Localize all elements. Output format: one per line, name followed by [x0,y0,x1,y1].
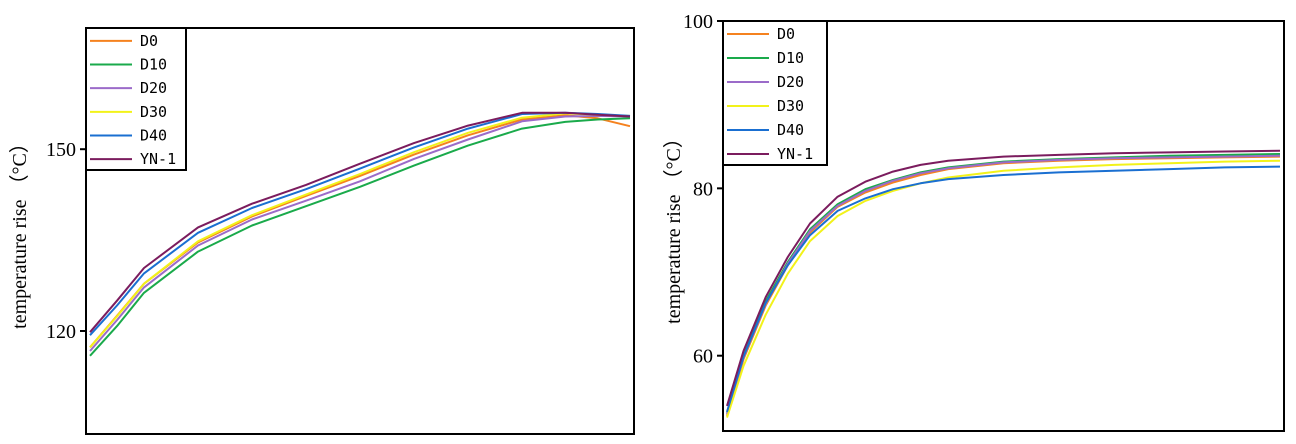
y-tick-label: 150 [46,139,76,161]
legend-label-yn-1: YN-1 [140,150,176,168]
series-line-d40 [726,165,1281,413]
legend-label-d40: D40 [140,127,167,145]
legend-label-d20: D20 [777,73,804,91]
series-line-d0 [726,155,1281,417]
y-axis-label: temperature rise （°C） [8,133,31,329]
legend-label-yn-1: YN-1 [777,145,813,163]
series-line-d30 [726,159,1281,418]
y-tick-label: 100 [683,11,713,33]
legend-label-d40: D40 [777,121,804,139]
legend: D0 D10 D20 D30 D40 YN-1 [85,27,187,171]
legend-label-d30: D30 [777,97,804,115]
plot-frame [85,27,635,435]
series-line-d10 [89,117,631,357]
plot-frame [722,20,1285,432]
series-line-yn-1 [726,149,1281,407]
series-line-yn-1 [89,111,631,333]
legend-label-d0: D0 [140,32,158,50]
series-line-d20 [726,154,1281,415]
legend-label-d0: D0 [777,25,795,43]
y-axis-label: temperature rise （°C） [662,128,685,324]
legend-label-d10: D10 [777,49,804,67]
legend-label-d30: D30 [140,103,167,121]
legend-box [85,27,187,171]
chart-panel-1: 120 150 temperature rise （°C） D0 D10 D20 D30 D4… [8,27,635,435]
legend: D0 D10 D20 D30 D40 YN-1 [722,20,828,166]
y-tick-label: 60 [693,346,713,368]
series-line-d20 [89,114,631,352]
legend-label-d10: D10 [140,56,167,74]
legend-box [722,20,828,166]
y-tick-label: 120 [46,321,76,343]
legend-label-d20: D20 [140,79,167,97]
y-tick-label: 80 [693,178,713,200]
series-line-d10 [726,153,1281,413]
